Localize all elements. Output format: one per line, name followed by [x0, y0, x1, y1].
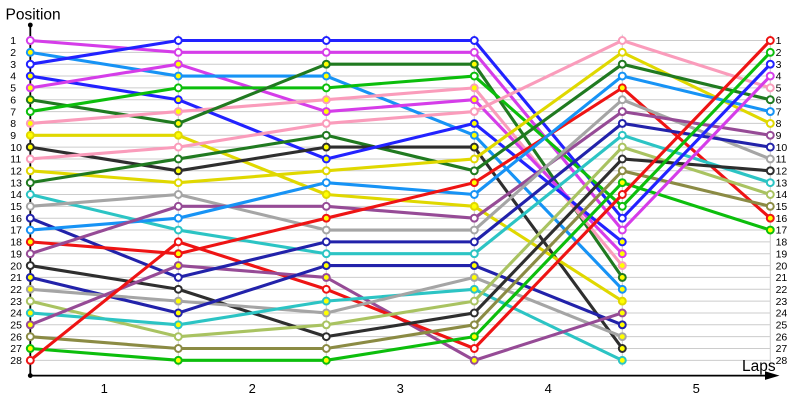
svg-text:8: 8	[776, 118, 782, 130]
svg-text:13: 13	[10, 177, 22, 189]
svg-text:14: 14	[776, 189, 788, 201]
svg-text:10: 10	[10, 142, 22, 154]
svg-text:9: 9	[776, 130, 782, 142]
svg-text:13: 13	[776, 177, 788, 189]
svg-text:12: 12	[10, 166, 22, 178]
svg-text:11: 11	[10, 154, 21, 166]
svg-text:2: 2	[776, 47, 782, 59]
svg-text:16: 16	[10, 213, 22, 225]
svg-text:3: 3	[776, 59, 782, 71]
svg-text:19: 19	[10, 248, 22, 260]
svg-text:Laps: Laps	[742, 358, 776, 375]
svg-text:28: 28	[776, 355, 788, 367]
svg-text:24: 24	[776, 308, 788, 320]
svg-text:22: 22	[10, 284, 22, 296]
svg-text:12: 12	[776, 166, 788, 178]
svg-text:11: 11	[776, 154, 787, 166]
svg-text:2: 2	[10, 47, 16, 59]
svg-text:18: 18	[10, 237, 22, 249]
svg-text:3: 3	[397, 381, 404, 396]
svg-text:3: 3	[10, 59, 16, 71]
svg-text:27: 27	[10, 343, 22, 355]
svg-text:22: 22	[776, 284, 788, 296]
svg-text:17: 17	[10, 225, 22, 237]
svg-text:6: 6	[776, 94, 782, 106]
svg-text:21: 21	[10, 272, 22, 284]
svg-text:14: 14	[10, 189, 22, 201]
svg-text:9: 9	[10, 130, 16, 142]
svg-text:23: 23	[776, 296, 788, 308]
svg-text:23: 23	[10, 296, 22, 308]
svg-text:17: 17	[776, 225, 788, 237]
svg-text:1: 1	[10, 35, 16, 47]
svg-text:27: 27	[776, 343, 788, 355]
svg-text:4: 4	[10, 71, 16, 83]
svg-text:5: 5	[10, 83, 16, 95]
svg-text:Position: Position	[6, 7, 61, 24]
svg-text:25: 25	[776, 320, 788, 332]
svg-text:7: 7	[10, 106, 16, 118]
svg-text:28: 28	[10, 355, 22, 367]
svg-text:4: 4	[776, 71, 782, 83]
svg-text:20: 20	[10, 260, 22, 272]
svg-text:8: 8	[10, 118, 16, 130]
svg-text:5: 5	[693, 381, 700, 396]
svg-text:1: 1	[101, 381, 108, 396]
svg-text:24: 24	[10, 308, 22, 320]
svg-text:16: 16	[776, 213, 788, 225]
svg-text:7: 7	[776, 106, 782, 118]
svg-text:18: 18	[776, 237, 788, 249]
svg-text:20: 20	[776, 260, 788, 272]
svg-text:25: 25	[10, 320, 22, 332]
svg-text:26: 26	[776, 331, 788, 343]
svg-text:26: 26	[10, 331, 22, 343]
svg-text:5: 5	[776, 83, 782, 95]
svg-text:19: 19	[776, 248, 788, 260]
svg-text:4: 4	[545, 381, 552, 396]
svg-text:1: 1	[776, 35, 782, 47]
svg-text:6: 6	[10, 94, 16, 106]
svg-text:2: 2	[249, 381, 256, 396]
svg-text:15: 15	[776, 201, 788, 213]
svg-text:10: 10	[776, 142, 788, 154]
svg-text:15: 15	[10, 201, 22, 213]
svg-text:21: 21	[776, 272, 788, 284]
